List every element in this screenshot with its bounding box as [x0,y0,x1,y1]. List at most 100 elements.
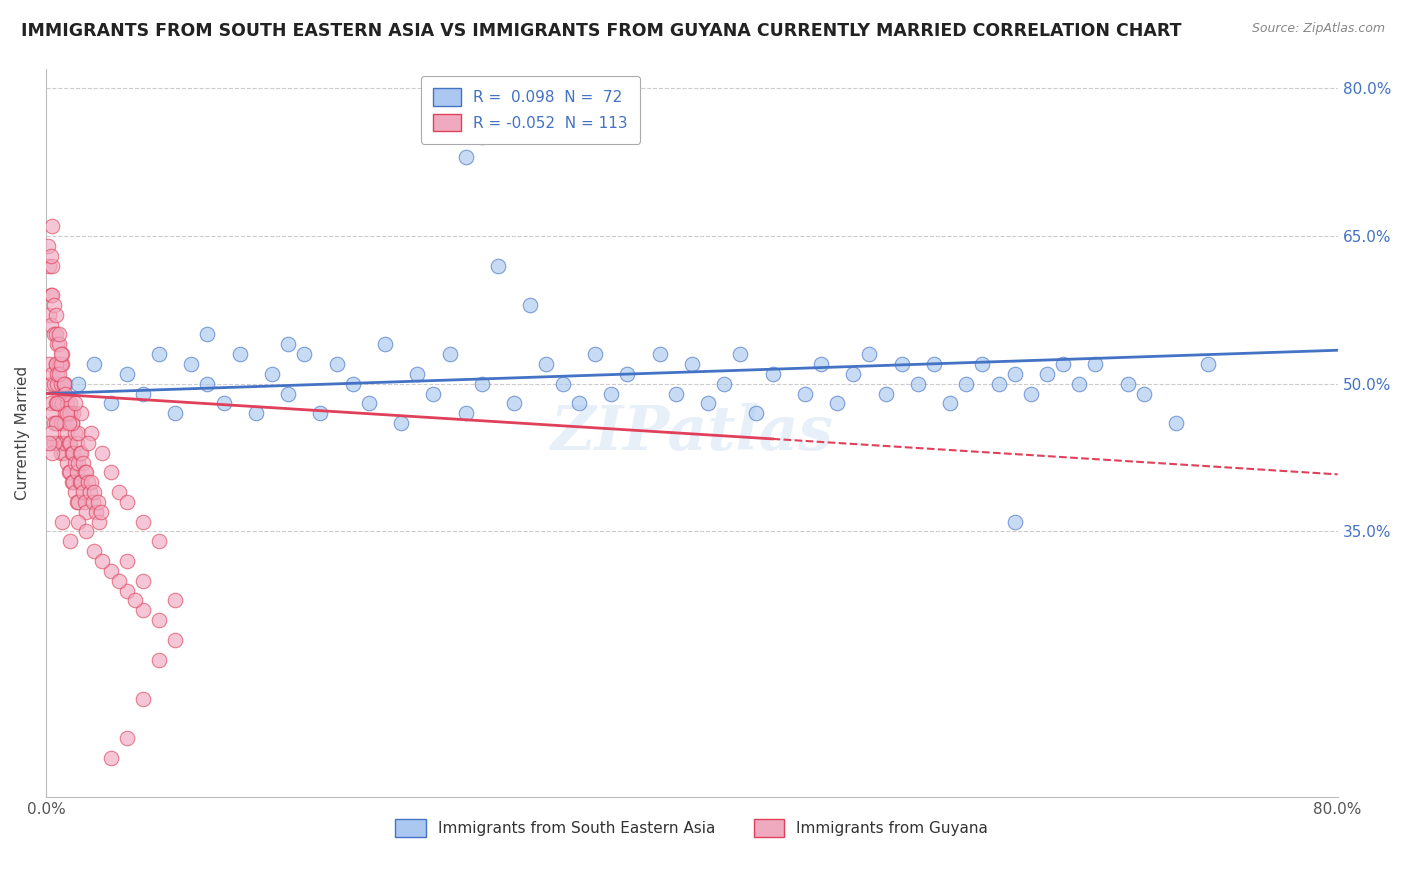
Point [51,515,73,529]
Point [45,416,67,430]
Point [67,456,90,470]
Point [1198,357,1220,371]
Point [59,534,82,549]
Point [197,327,219,342]
Point [568,396,591,410]
Point [245,406,267,420]
Point [45,357,67,371]
Point [277,337,299,351]
Point [58,435,80,450]
Point [48,337,70,351]
Point [42,416,65,430]
Point [1052,357,1074,371]
Point [60,445,83,459]
Point [49,357,72,371]
Point [471,376,494,391]
Point [82,495,104,509]
Point [69,475,91,490]
Point [67,376,90,391]
Point [858,347,880,361]
Point [56,406,79,420]
Point [48,435,70,450]
Point [132,386,155,401]
Point [63,425,86,440]
Point [41,288,63,302]
Point [100,466,122,480]
Point [42,376,65,391]
Point [59,435,82,450]
Point [69,445,91,459]
Point [342,376,364,391]
Point [439,347,461,361]
Point [58,416,80,430]
Point [83,357,105,371]
Point [41,219,63,234]
Point [39,249,62,263]
Point [60,416,83,430]
Point [665,386,688,401]
Point [115,495,138,509]
Point [46,435,69,450]
Point [180,357,202,371]
Point [59,396,82,410]
Point [357,396,380,410]
Point [875,386,897,401]
Point [42,298,65,312]
Point [1084,357,1107,371]
Point [38,259,60,273]
Point [83,485,105,500]
Point [80,425,103,440]
Point [49,347,72,361]
Point [49,445,72,459]
Point [39,425,62,440]
Point [91,445,114,459]
Point [48,327,70,342]
Point [148,613,170,627]
Point [89,515,111,529]
Point [79,485,101,500]
Point [406,367,429,381]
Point [697,396,720,410]
Point [309,406,332,420]
Point [83,544,105,558]
Point [100,564,122,578]
Point [63,396,86,410]
Point [56,425,79,440]
Point [77,435,100,450]
Point [80,475,103,490]
Point [66,466,89,480]
Point [132,515,155,529]
Point [115,583,138,598]
Point [51,435,73,450]
Point [70,475,93,490]
Point [793,386,815,401]
Point [75,466,97,480]
Point [38,435,60,450]
Point [56,456,79,470]
Point [519,298,541,312]
Point [41,445,63,459]
Point [486,259,509,273]
Point [41,259,63,273]
Point [1004,515,1026,529]
Point [107,574,129,588]
Point [503,396,526,410]
Point [53,376,76,391]
Point [62,445,84,459]
Legend: Immigrants from South Eastern Asia, Immigrants from Guyana: Immigrants from South Eastern Asia, Immi… [388,812,995,845]
Point [1019,386,1042,401]
Point [75,505,97,519]
Point [165,632,187,647]
Point [58,406,80,420]
Point [42,435,65,450]
Point [39,396,62,410]
Point [148,534,170,549]
Point [907,376,929,391]
Point [70,445,93,459]
Point [45,327,67,342]
Point [42,327,65,342]
Point [86,495,108,509]
Point [536,357,558,371]
Point [955,376,977,391]
Point [165,593,187,607]
